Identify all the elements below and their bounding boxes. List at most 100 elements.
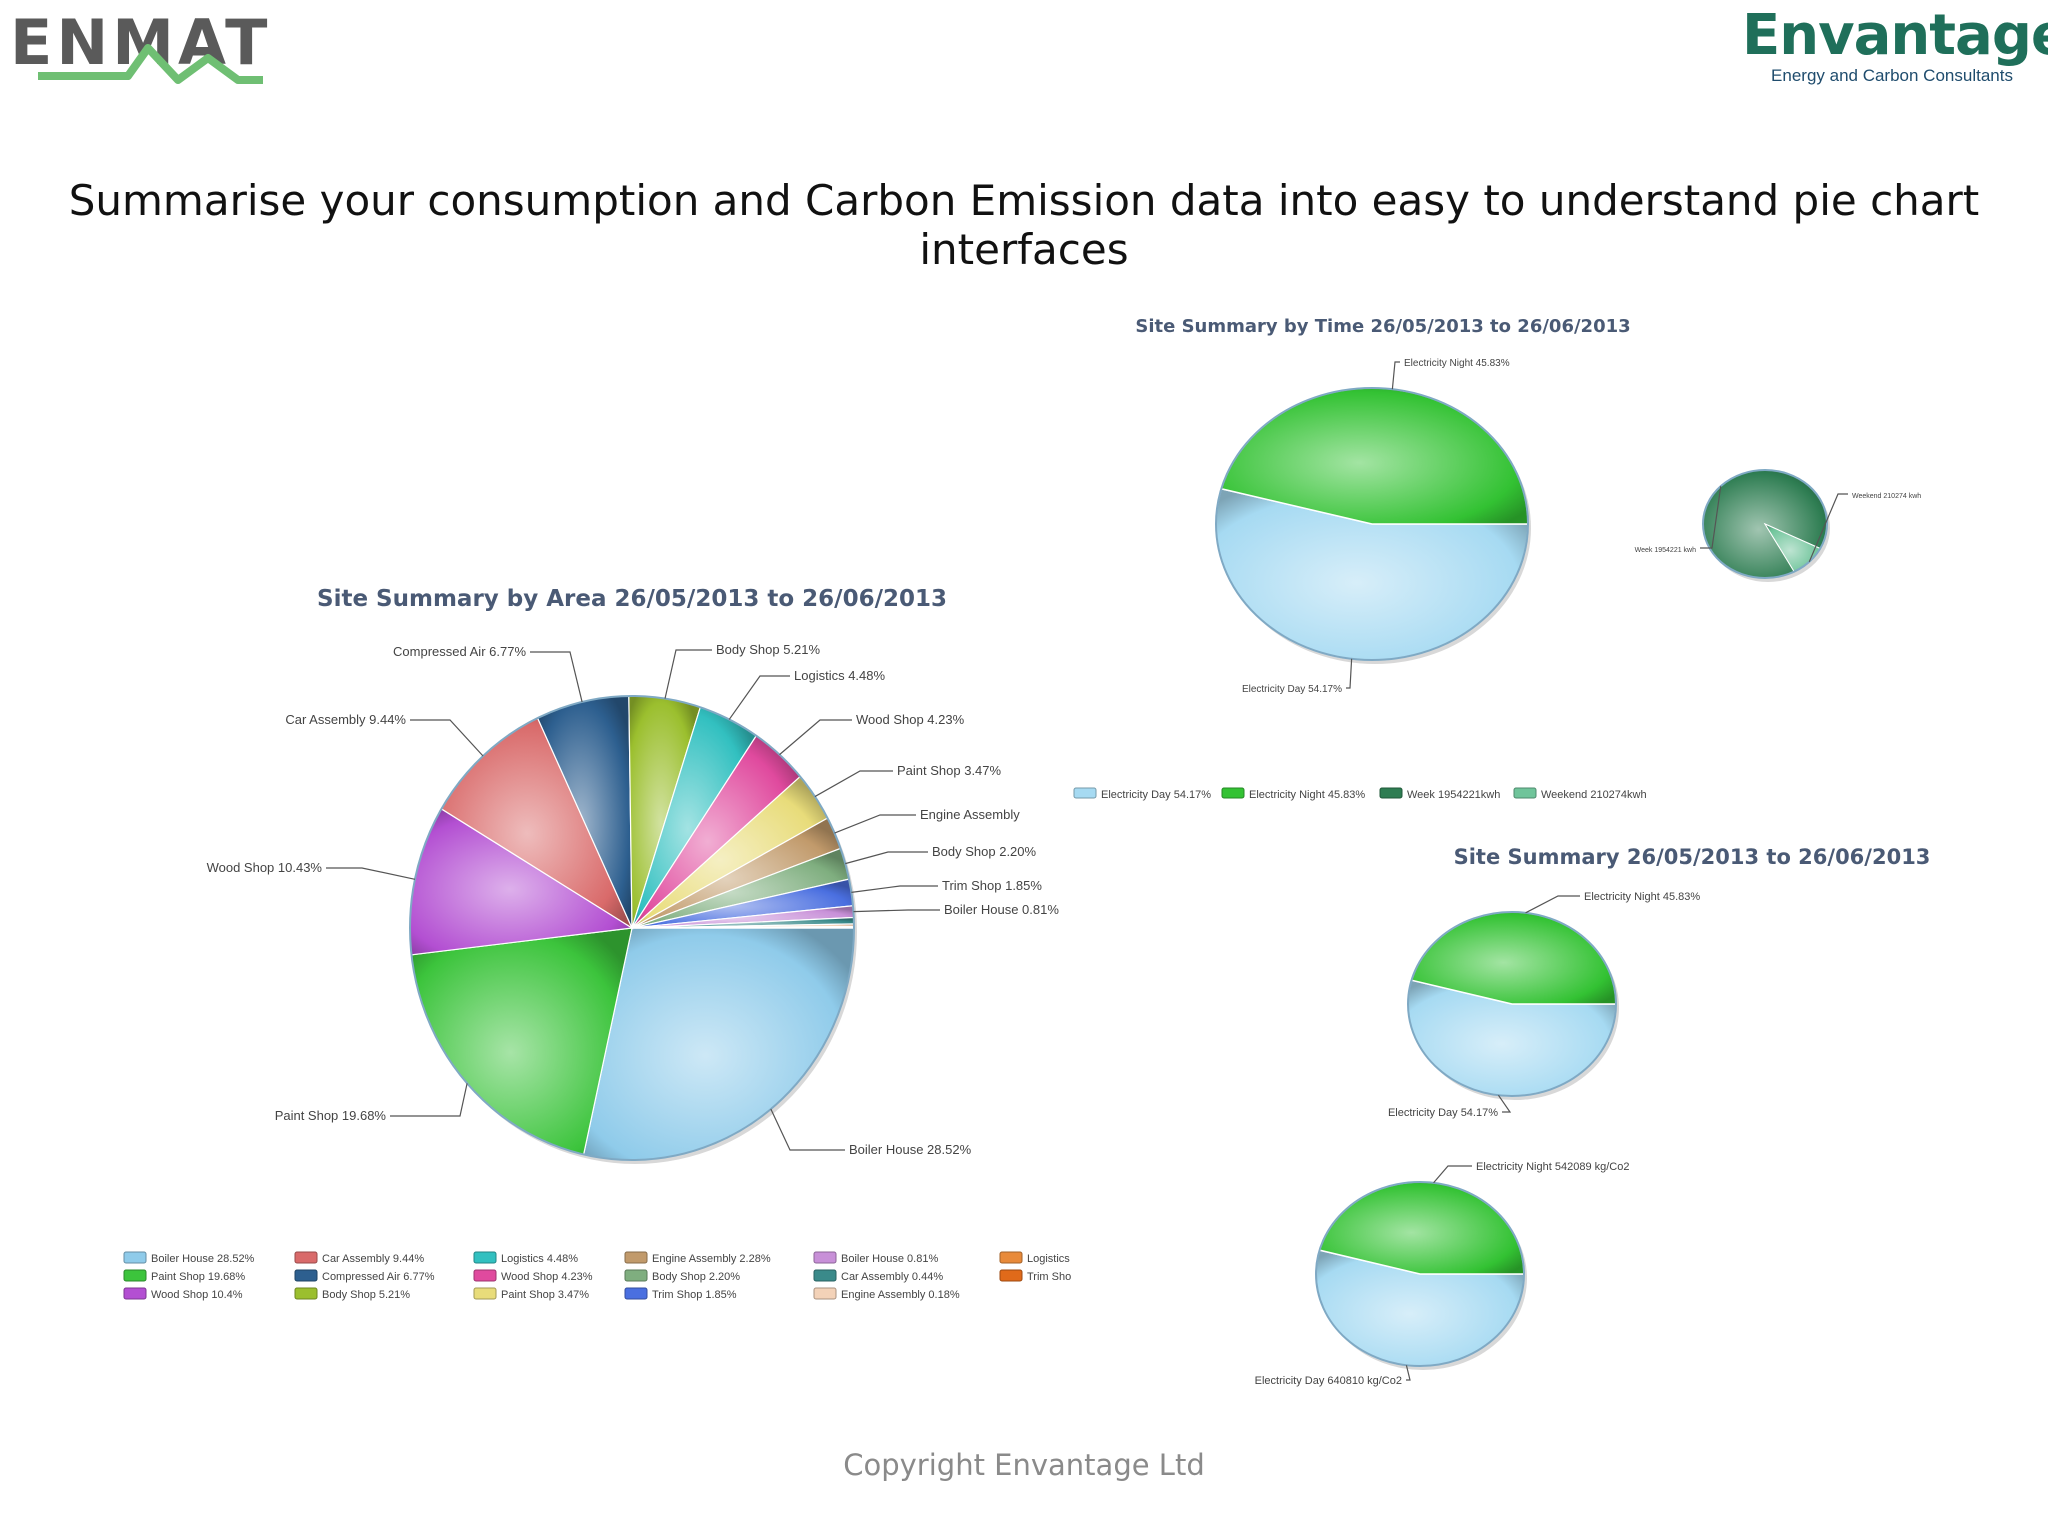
legend-swatch: [1221, 787, 1245, 799]
legend-label: Wood Shop 4.23%: [501, 1271, 593, 1283]
enmat-logo-swoosh: [38, 44, 263, 84]
pie-label-leader: [728, 675, 790, 720]
legend-item: Engine Assembly 0.18%: [813, 1287, 960, 1301]
pie-label-leader: [1497, 1094, 1512, 1113]
chart-title: Site Summary 26/05/2013 to 26/06/2013: [1454, 845, 1931, 869]
legend-swatch: [123, 1287, 147, 1300]
legend-item: Wood Shop 4.23%: [473, 1269, 593, 1283]
pie-data-label: Paint Shop 19.68%: [275, 1108, 387, 1123]
legend-swatch: [624, 1251, 648, 1264]
legend-item: Car Assembly 0.44%: [813, 1269, 943, 1283]
pie-data-label: Body Shop 5.21%: [716, 642, 821, 657]
legend-swatch: [1073, 787, 1097, 799]
pie-data-label: Logistics 4.48%: [794, 668, 885, 683]
legend-label: Wood Shop 10.4%: [151, 1289, 243, 1301]
legend-label: Electricity Day 54.17%: [1101, 789, 1211, 801]
legend-swatch: [813, 1251, 837, 1264]
pie-label-leader: [853, 909, 940, 913]
legend-swatch: [813, 1269, 837, 1282]
envantage-logo-tagline: Energy and Carbon Consultants: [1771, 66, 2013, 85]
legend-item: Paint Shop 3.47%: [473, 1287, 589, 1301]
legend-item: Weekend 210274kwh: [1513, 787, 1647, 801]
pie-data-label: Electricity Night 45.83%: [1404, 358, 1510, 369]
pie-data-label: Boiler House 0.81%: [944, 902, 1059, 917]
pie-label-leader: [1433, 1165, 1472, 1184]
pie-data-label: Wood Shop 4.23%: [856, 712, 965, 727]
legend-label: Week 1954221kwh: [1407, 789, 1500, 801]
chart-title: Site Summary by Area 26/05/2013 to 26/06…: [317, 586, 947, 612]
legend-item: Wood Shop 10.4%: [123, 1287, 243, 1301]
legend-label: Engine Assembly 0.18%: [841, 1289, 960, 1301]
pie-outline: [1215, 387, 1529, 661]
pie-chart-4: Electricity Day 54.17% Electricity Night …: [1388, 845, 1930, 1119]
pie-slice: [631, 926, 855, 929]
legend-item: Electricity Night 45.83%: [1221, 787, 1365, 801]
legend-item: Boiler House 0.81%: [813, 1251, 938, 1265]
pie-label-leader: [664, 649, 712, 699]
legend-item: Trim Shop 1.85%: [624, 1287, 737, 1301]
envantage-logo-name: Envantage: [1742, 3, 2048, 68]
pie-data-label: Trim Shop 1.85%: [942, 878, 1042, 893]
pie-label-leader: [1405, 1365, 1411, 1381]
pie-data-label: Engine Assembly: [920, 807, 1020, 822]
legend-label: Body Shop 2.20%: [652, 1271, 740, 1283]
legend-label: Compressed Air 6.77%: [322, 1271, 435, 1283]
legend-label: Body Shop 5.21%: [322, 1289, 410, 1301]
legend-item: Body Shop 5.21%: [294, 1287, 410, 1301]
chart-legend-time: Electricity Day 54.17% Electricity Night …: [1073, 787, 1647, 801]
pie-label-leader: [814, 770, 893, 798]
pie-data-label: Electricity Night 45.83%: [1584, 891, 1700, 903]
pie-label-leader: [845, 851, 928, 865]
pie-label-leader: [1808, 493, 1848, 563]
legend-label: Paint Shop 3.47%: [501, 1289, 589, 1301]
legend-label: Logistics: [1027, 1253, 1070, 1265]
pie-data-label: Boiler House 28.52%: [849, 1142, 972, 1157]
pie-label-leader: [410, 719, 484, 757]
pie-outline: [1315, 1181, 1525, 1367]
pie-data-label: Electricity Day 640810 kg/Co2: [1255, 1375, 1402, 1387]
legend-label: Logistics 4.48%: [501, 1253, 578, 1265]
pie-label-leader: [770, 1108, 845, 1151]
legend-item: Week 1954221kwh: [1379, 787, 1500, 801]
pie-data-label: Wood Shop 10.43%: [207, 860, 323, 875]
legend-swatch: [624, 1287, 648, 1300]
enmat-logo: ENMAT: [10, 8, 267, 84]
legend-item: Logistics 4.48%: [473, 1251, 578, 1265]
legend-item: Paint Shop 19.68%: [123, 1269, 245, 1283]
legend-item: Logistics: [999, 1251, 1070, 1265]
envantage-logo: Envantage Energy and Carbon Consultants: [1742, 3, 2048, 94]
pie-outline: [409, 695, 855, 1161]
pie-data-label: Car Assembly 9.44%: [285, 712, 406, 727]
legend-item: Compressed Air 6.77%: [294, 1269, 435, 1283]
pie-label-leader: [1700, 486, 1722, 549]
pie-data-label: Electricity Night 542089 kg/Co2: [1476, 1161, 1629, 1173]
legend-label: Trim Shop 1.85%: [652, 1289, 737, 1301]
legend-label: Trim Sho: [1027, 1271, 1071, 1283]
legend-label: Boiler House 0.81%: [841, 1253, 938, 1265]
pie-label-leader: [834, 814, 916, 834]
legend-item: Car Assembly 9.44%: [294, 1251, 424, 1265]
legend-swatch: [123, 1251, 147, 1264]
pie-data-label: Compressed Air 6.77%: [393, 644, 526, 659]
pie-label-leader: [530, 651, 583, 703]
legend-swatch: [123, 1269, 147, 1282]
pie-data-label: Electricity Day 54.17%: [1242, 684, 1342, 695]
chart-legend-area: Boiler House 28.52% Paint Shop 19.68% Wood…: [123, 1251, 1071, 1301]
legend-item: Engine Assembly 2.28%: [624, 1251, 771, 1265]
legend-swatch: [813, 1287, 837, 1300]
legend-label: Weekend 210274kwh: [1541, 789, 1647, 801]
legend-swatch: [1513, 787, 1537, 799]
pie-label-leader: [851, 885, 938, 893]
legend-swatch: [624, 1269, 648, 1282]
pie-outline: [1702, 469, 1828, 579]
legend-label: Engine Assembly 2.28%: [652, 1253, 771, 1265]
pie-label-leader: [390, 1083, 468, 1117]
pie-data-label: Weekend 210274 kwh: [1852, 493, 1921, 500]
pie-data-label: Paint Shop 3.47%: [897, 763, 1002, 778]
legend-swatch: [1379, 787, 1403, 799]
pie-label-leader: [326, 867, 416, 880]
legend-swatch: [473, 1251, 497, 1264]
pie-chart-2: Electricity Day 54.17% Electricity Night …: [1135, 316, 1630, 695]
pie-data-label: Electricity Day 54.17%: [1388, 1107, 1498, 1119]
legend-item: Body Shop 2.20%: [624, 1269, 740, 1283]
